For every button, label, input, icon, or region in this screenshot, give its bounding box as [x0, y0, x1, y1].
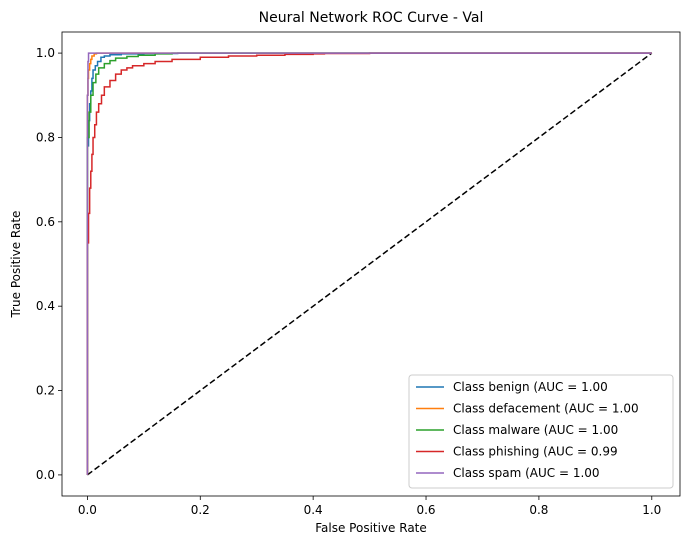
series-layer: [86, 52, 653, 476]
y-tick-label: 0.0: [36, 468, 55, 482]
series-line-4: [86, 52, 652, 475]
legend: Class benign (AUC = 1.00 Class defacement…: [408, 374, 674, 489]
legend-label-0: Class benign (AUC = 1.00: [453, 380, 608, 394]
y-tick-label: 0.4: [36, 299, 55, 313]
legend-label-1: Class defacement (AUC = 1.00: [453, 402, 639, 416]
y-tick-label: 1.0: [36, 46, 55, 60]
reference-diagonal-line: [86, 52, 653, 476]
x-tick-label: 0.2: [191, 503, 210, 517]
x-tick-label: 0.6: [416, 503, 435, 517]
x-axis-ticks: 0.0 0.2 0.4 0.6 0.8 1.0: [78, 496, 661, 517]
x-axis-label: False Positive Rate: [315, 521, 427, 535]
legend-label-3: Class phishing (AUC = 0.99: [453, 445, 618, 459]
y-axis-ticks: 0.0 0.2 0.4 0.6 0.8 1.0: [36, 46, 62, 482]
legend-label-4: Class spam (AUC = 1.00: [453, 466, 600, 480]
y-tick-label: 0.8: [36, 130, 55, 144]
legend-box: [408, 374, 674, 489]
x-tick-label: 0.8: [529, 503, 548, 517]
y-axis-label: True Positive Rate: [9, 211, 23, 319]
series-line-3: [86, 52, 652, 475]
chart-title: Neural Network ROC Curve - Val: [259, 10, 484, 26]
x-tick-label: 0.0: [78, 503, 97, 517]
y-tick-label: 0.2: [36, 384, 55, 398]
x-tick-label: 1.0: [642, 503, 661, 517]
plot-frame: [61, 31, 681, 497]
legend-label-2: Class malware (AUC = 1.00: [453, 423, 618, 437]
series-line-2: [86, 52, 652, 475]
x-tick-label: 0.4: [304, 503, 323, 517]
y-tick-label: 0.6: [36, 215, 55, 229]
